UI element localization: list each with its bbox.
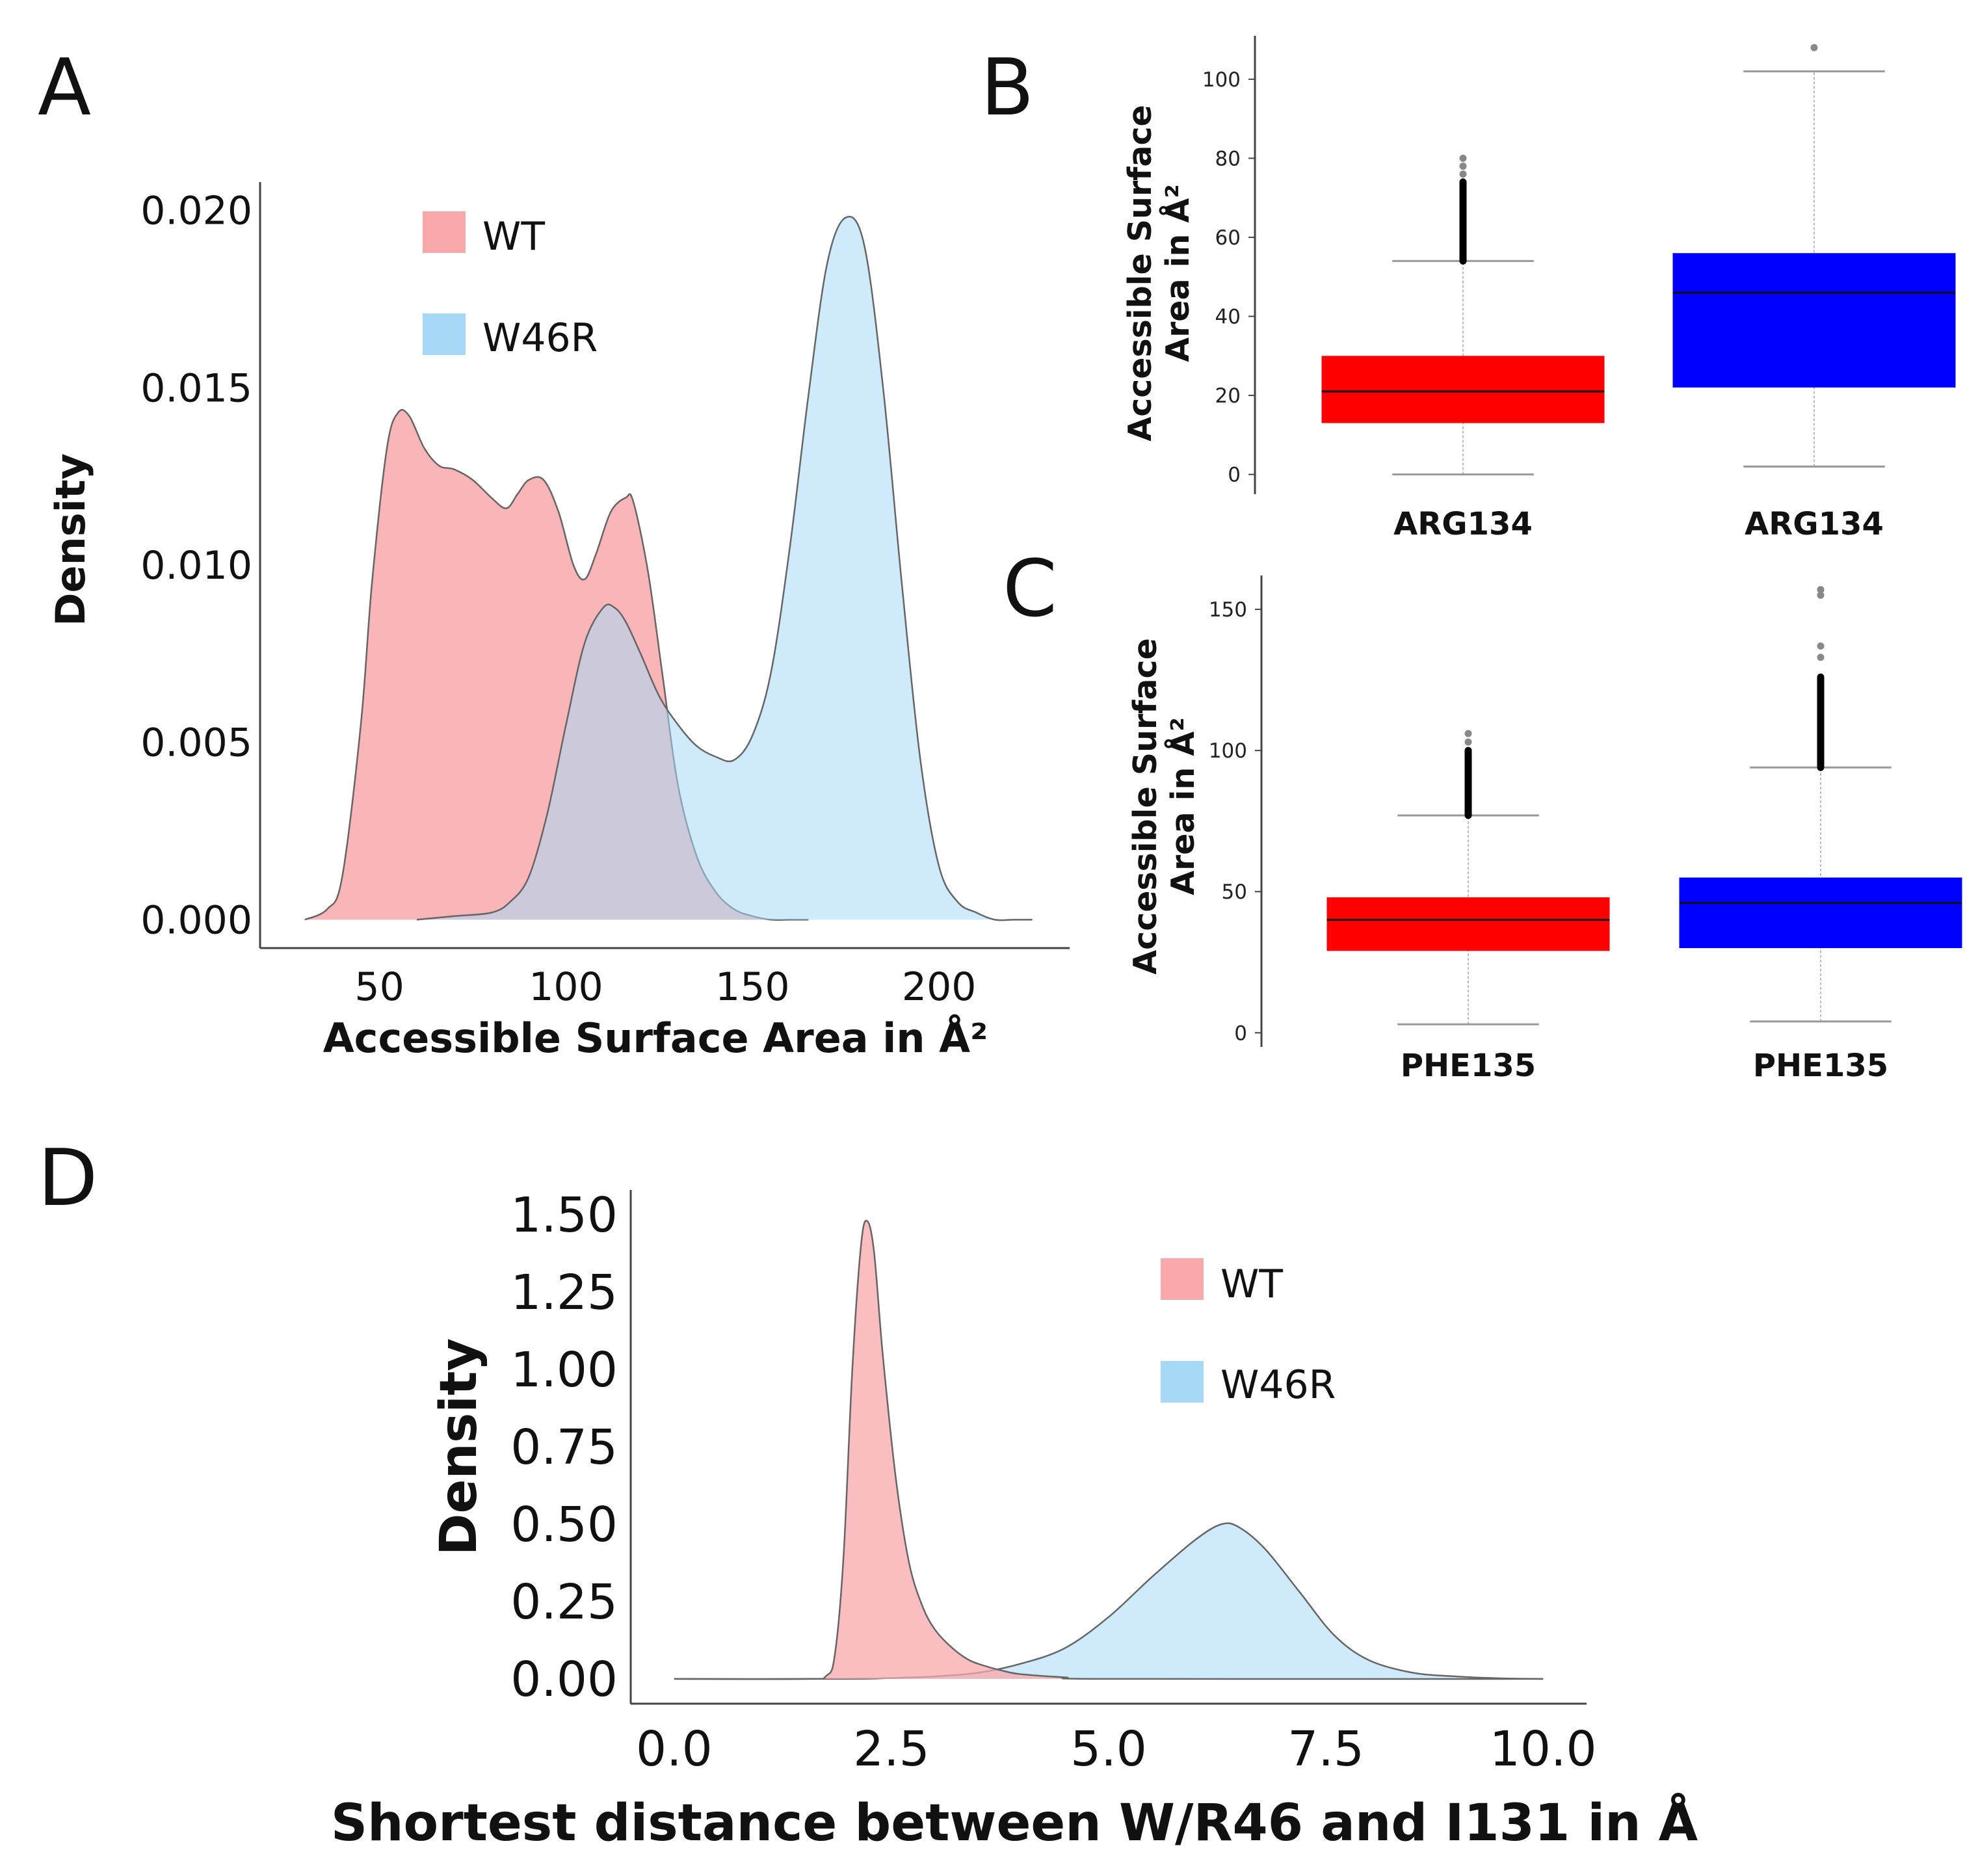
b-outlier-point-wt — [1459, 170, 1467, 178]
panel-b-y-axis-title-line-1: Accessible Surface — [1122, 105, 1159, 442]
panel-d-density-plot: 0.0 2.5 5.0 7.5 10.0 0.00 0.25 0.50 0.75 1.00 1.25… — [331, 1187, 1698, 1853]
panel-b-y-axis-title: Accessible Surface Area in Å² — [1122, 105, 1196, 442]
d-y-tick-label: 0.75 — [510, 1420, 618, 1475]
a-density-line-w46r — [416, 215, 1033, 921]
panel-c-y-axis-title-line-2: Area in Å² — [1163, 717, 1202, 895]
a-y-tick-label: 0.010 — [140, 543, 252, 588]
d-x-tick-label: 7.5 — [1287, 1721, 1364, 1777]
b-box-wt — [1321, 356, 1605, 423]
panel-b-y-axis-title-line-2: Area in Å² — [1158, 184, 1196, 362]
c-y-tick-label: 150 — [1209, 598, 1247, 622]
d-density-area-wt — [674, 1221, 1544, 1680]
d-density-line-wt — [674, 1220, 1544, 1680]
panel-b-ticks: 0 20 40 60 80 100 — [1202, 68, 1255, 487]
panel-d-legend-swatch-wt — [1161, 1258, 1204, 1300]
d-x-tick-label: 0.0 — [636, 1721, 713, 1777]
d-y-tick-label: 0.25 — [510, 1574, 618, 1630]
a-density-area-w46r — [417, 217, 1033, 921]
b-y-tick-label: 80 — [1215, 147, 1241, 170]
b-y-tick-label: 20 — [1215, 384, 1241, 408]
c-outlier-point-w46r — [1817, 586, 1825, 594]
panel-d-y-axis-title: Density — [430, 1338, 488, 1555]
panel-label-b: B — [981, 43, 1034, 133]
c-outlier-point-wt — [1464, 738, 1472, 746]
d-y-tick-label: 1.25 — [510, 1265, 618, 1321]
c-y-tick-label: 0 — [1234, 1022, 1247, 1045]
b-category-label: ARG134 — [1393, 506, 1533, 542]
panel-d-legend-swatch-w46r — [1161, 1361, 1204, 1403]
panel-a-legend: WT W46R — [423, 211, 598, 361]
panel-b-boxes: ARG134 ARG134 — [1321, 44, 1956, 542]
panel-a-legend-swatch-wt — [423, 211, 466, 253]
panel-d-legend-label-wt: WT — [1220, 1262, 1283, 1307]
c-y-tick-label: 50 — [1222, 880, 1247, 904]
panel-c-y-axis-title-line-1: Accessible Surface — [1127, 638, 1164, 975]
panel-a-ticks: 50 100 150 200 0.000 0.005 0.010 0.015 0.020 — [140, 189, 976, 1010]
d-y-tick-label: 0.00 — [510, 1652, 618, 1708]
panel-d-legend: WT W46R — [1161, 1258, 1336, 1408]
b-y-tick-label: 0 — [1228, 464, 1241, 487]
panel-a-x-axis-title: Accessible Surface Area in Å² — [323, 1014, 988, 1062]
panel-c-box-plot: PHE135 PHE135 0 50 100 150 Accessible Surfac… — [1127, 575, 1962, 1084]
b-y-tick-label: 100 — [1202, 68, 1241, 92]
c-outlier-point-wt — [1464, 730, 1472, 737]
d-y-tick-label: 0.50 — [510, 1497, 618, 1553]
a-x-tick-label: 100 — [529, 964, 603, 1010]
a-y-tick-label: 0.020 — [140, 189, 252, 234]
c-outlier-point-w46r — [1817, 591, 1825, 599]
panel-d-ticks: 0.0 2.5 5.0 7.5 10.0 0.00 0.25 0.50 0.75 1.00 1.25… — [510, 1187, 1596, 1777]
a-y-tick-label: 0.005 — [140, 720, 252, 766]
d-x-tick-label: 10.0 — [1490, 1721, 1597, 1777]
a-x-tick-label: 200 — [902, 964, 977, 1010]
b-box-w46r — [1672, 253, 1956, 388]
a-y-tick-label: 0.000 — [140, 897, 252, 943]
c-y-tick-label: 100 — [1209, 739, 1247, 763]
d-x-tick-label: 2.5 — [853, 1721, 930, 1777]
d-y-tick-label: 1.50 — [510, 1187, 618, 1243]
panel-d-x-axis-title: Shortest distance between W/R46 and I131… — [331, 1793, 1698, 1853]
panel-d-series — [674, 1220, 1544, 1680]
panel-label-d: D — [38, 1133, 98, 1224]
panel-a-legend-label-wt: WT — [482, 214, 545, 259]
c-outlier-point-w46r — [1817, 654, 1825, 661]
c-outlier-point-w46r — [1817, 642, 1825, 650]
a-x-tick-label: 50 — [354, 964, 404, 1010]
c-category-label: PHE135 — [1401, 1048, 1536, 1084]
c-category-label: PHE135 — [1753, 1048, 1888, 1084]
a-density-area-wt — [304, 410, 809, 920]
panel-c-ticks: 0 50 100 150 — [1209, 598, 1261, 1045]
b-y-tick-label: 60 — [1215, 226, 1241, 250]
panel-c-y-axis-title: Accessible Surface Area in Å² — [1127, 638, 1202, 975]
b-outlier-point-w46r — [1810, 44, 1818, 51]
panel-d-axes — [629, 1190, 1587, 1705]
panel-a-series — [304, 215, 1033, 921]
panel-a-axes — [259, 182, 1070, 949]
c-box-wt — [1326, 897, 1610, 951]
panel-a-y-axis-title: Density — [47, 453, 94, 626]
panel-a-legend-label-w46r: W46R — [482, 315, 598, 361]
b-outlier-point-wt — [1459, 163, 1467, 170]
a-y-tick-label: 0.015 — [140, 365, 252, 411]
panel-a-density-plot: 50 100 150 200 0.000 0.005 0.010 0.015 0.020 Acc… — [47, 182, 1070, 1062]
panel-a-legend-swatch-w46r — [423, 313, 466, 355]
panel-b-box-plot: ARG134 ARG134 0 20 40 60 80 100 Accessible Sur… — [1122, 36, 1956, 542]
b-category-label: ARG134 — [1745, 506, 1884, 542]
a-x-tick-label: 150 — [715, 964, 790, 1010]
panel-label-a: A — [38, 43, 91, 133]
d-y-tick-label: 1.00 — [510, 1342, 618, 1398]
d-x-tick-label: 5.0 — [1070, 1721, 1147, 1777]
b-outlier-point-wt — [1459, 154, 1467, 162]
d-density-area-w46r — [674, 1523, 1544, 1680]
c-box-w46r — [1679, 877, 1962, 949]
panel-c-boxes: PHE135 PHE135 — [1326, 586, 1962, 1084]
panel-d-legend-label-w46r: W46R — [1220, 1362, 1336, 1408]
b-y-tick-label: 40 — [1215, 306, 1241, 329]
panel-label-c: C — [1003, 544, 1057, 635]
